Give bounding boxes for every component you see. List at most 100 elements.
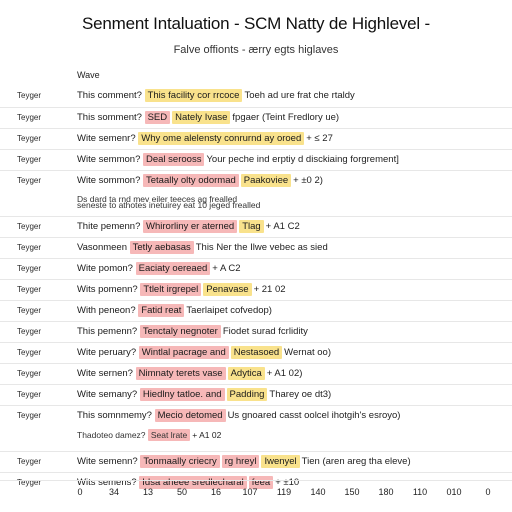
row-prefix: Thite pemenn? xyxy=(77,221,144,232)
row-text: Wite semany? Hiedlny tatloe. and Padding T… xyxy=(77,388,331,401)
axis-tick: 0 xyxy=(77,487,83,497)
row-tag: Teyger xyxy=(17,222,42,231)
sentiment-row: Teyger Wite pomon? Eaciaty oereaed + A C2 xyxy=(0,258,512,279)
sentiment-row: Teyger With peneon? Fatid reat Taerlaipet … xyxy=(0,300,512,321)
axis-tick: 140 xyxy=(310,487,326,497)
highlight-span: Wintlal pacrage and xyxy=(138,346,229,359)
highlight-span: Paakoviee xyxy=(240,174,292,187)
row-rest: + 21 02 xyxy=(253,284,286,295)
row-text: This somment? SED Nately Ivase fpgaer (Tei… xyxy=(77,111,339,124)
highlight-span: Penavase xyxy=(203,283,252,296)
axis-tick: 34 xyxy=(108,487,120,497)
highlight-span: Iwenyel xyxy=(261,455,300,468)
highlight-span: Tlag xyxy=(239,220,264,233)
row-text: Wite peruary? Wintlal pacrage and Nestaso… xyxy=(77,346,331,359)
highlight-span: Seat lrate xyxy=(147,429,191,441)
highlight-span: Idsa aheee sredlecharal xyxy=(139,476,247,489)
sentiment-row: Teyger Wite sernen? Nimnaty terets vase Ad… xyxy=(0,363,512,384)
sentiment-row: Teyger Wite semenn? Tonmaally criecry rg h… xyxy=(0,451,512,472)
row-tag: Teyger xyxy=(17,390,42,399)
row-rest: + A1 02) xyxy=(266,368,303,379)
row-text-line-2: Thadoteo damez? Seat lrate + A1 02 xyxy=(77,429,221,441)
axis-tick: 180 xyxy=(378,487,394,497)
row-prefix: Wite semenr? xyxy=(77,133,139,144)
sentiment-row: Teyger Wits semens? Idsa aheee sredlechar… xyxy=(0,472,512,493)
sentiment-row: Teyger Wite sommon? Tetaally olty odormad… xyxy=(0,170,512,216)
row-prefix: Wite semenn? xyxy=(77,456,141,467)
row-prefix: Wite sernen? xyxy=(77,368,136,379)
highlight-span: Deal serooss xyxy=(143,153,205,166)
sentiment-rows: Teyger This comment? This facility cor rr… xyxy=(0,86,512,493)
row-prefix: This somnmemy? xyxy=(77,410,155,421)
axis-tick: 0 xyxy=(485,487,491,497)
axis: 0 34 13 50 16 107 119 140 150 180 110 010 0 xyxy=(0,480,512,500)
row-tag: Teyger xyxy=(17,411,42,420)
sentiment-row: Teyger This somment? SED Nately Ivase fpgae… xyxy=(0,107,512,128)
row-text: Wits pomenn? Ttlelt irgrepel Penavase + 21… xyxy=(77,283,286,296)
row-line2-rest: + A1 02 xyxy=(192,430,222,440)
axis-tick: 107 xyxy=(242,487,258,497)
highlight-span: Nimnaty terets vase xyxy=(135,367,226,380)
row-rest: + ±10 xyxy=(275,477,300,488)
highlight-span: rg hreyl xyxy=(221,455,260,468)
sentiment-row: Teyger Wite semmon? Deal serooss Your pech… xyxy=(0,149,512,170)
sentiment-row: Teyger Vasonmeen Tetly aebasas This Ner th… xyxy=(0,237,512,258)
highlight-span: Why ome alelensty conrurnd ay oroed xyxy=(138,132,305,145)
highlight-span: Mecio detomed xyxy=(154,409,226,422)
row-tag: Teyger xyxy=(17,176,42,185)
row-rest: Tien (aren areg tha eleve) xyxy=(301,456,411,467)
page-subtitle: Falve offionts - ærry egts higlaves xyxy=(173,44,339,56)
row-prefix: This pemenn? xyxy=(77,326,140,337)
row-rest: Us gnoared casst oolcel ihotgih's esroyo… xyxy=(227,410,401,421)
sentiment-row: Teyger Wits pomenn? Ttlelt irgrepel Penava… xyxy=(0,279,512,300)
sentiment-row: Teyger Wite semenr? Why ome alelensty con… xyxy=(0,128,512,149)
row-text: Wite semenr? Why ome alelensty conrurnd … xyxy=(77,132,333,145)
row-tag: Teyger xyxy=(17,457,42,466)
row-tag: Teyger xyxy=(17,91,42,100)
row-tag: Teyger xyxy=(17,155,42,164)
row-rest: + ±0 2) xyxy=(293,175,323,186)
highlight-span: Hiedlny tatloe. and xyxy=(139,388,225,401)
row-tag: Teyger xyxy=(17,264,42,273)
highlight-span: Whirorliny er aterned xyxy=(143,220,238,233)
row-tag: Teyger xyxy=(17,369,42,378)
row-prefix: With peneon? xyxy=(77,305,139,316)
row-text: Vasonmeen Tetly aebasas This Ner the Ilwe… xyxy=(77,241,328,254)
row-text-line-2: Ds dard ta rnd mev eiler teeces ag freal… xyxy=(77,194,237,204)
row-rest: + ≤ 27 xyxy=(306,133,333,144)
sentiment-row: Teyger Wite semany? Hiedlny tatloe. and Pa… xyxy=(0,384,512,405)
row-rest: + A C2 xyxy=(212,263,241,274)
row-text: With peneon? Fatid reat Taerlaipet cofved… xyxy=(77,304,272,317)
highlight-span: Tetly aebasas xyxy=(129,241,194,254)
row-text: This comment? This facility cor rrcoce To… xyxy=(77,89,355,102)
row-text-line-3: seneste to athotes inetuirey eat 10 jege… xyxy=(77,200,261,210)
highlight-span: Tonmaally criecry xyxy=(140,455,220,468)
row-tag: Teyger xyxy=(17,478,42,487)
highlight-span: Ttlelt irgrepel xyxy=(140,283,202,296)
sentiment-row: Teyger This somnmemy? Mecio detomed Us gno… xyxy=(0,405,512,451)
sentiment-row: Teyger This comment? This facility cor rr… xyxy=(0,86,512,107)
row-rest: + A1 C2 xyxy=(265,221,300,232)
highlight-span: This facility cor rrcoce xyxy=(144,89,243,102)
row-text: This pemenn? Tenctaly negnoter Fiodet sur… xyxy=(77,325,308,338)
highlight-span: Adytica xyxy=(227,367,265,380)
highlight-span: Eaciaty oereaed xyxy=(135,262,211,275)
row-text: Thite pemenn? Whirorliny er aterned Tlag +… xyxy=(77,220,300,233)
row-text: Wite semmon? Deal serooss Your peche ind … xyxy=(77,153,399,166)
axis-tick: 50 xyxy=(176,487,188,497)
axis-tick: 13 xyxy=(142,487,154,497)
row-prefix: Wite semmon? xyxy=(77,154,143,165)
row-tag: Teyger xyxy=(17,113,42,122)
row-rest: Fiodet surad fcrlidity xyxy=(222,326,308,337)
page-title: Senment Intaluation - SCM Natty de Highl… xyxy=(82,14,430,33)
row-text: This somnmemy? Mecio detomed Us gnoared c… xyxy=(77,409,400,422)
row-tag: Teyger xyxy=(17,327,42,336)
row-prefix: Wite peruary? xyxy=(77,347,139,358)
row-rest: fpgaer (Teint Fredlory ue) xyxy=(232,112,340,123)
sentiment-row: Teyger Thite pemenn? Whirorliny er aterne… xyxy=(0,216,512,237)
axis-tick: 110 xyxy=(412,487,428,497)
axis-tick: 16 xyxy=(210,487,222,497)
row-rest: Tharey oe dt3) xyxy=(269,389,332,400)
row-text: Wite pomon? Eaciaty oereaed + A C2 xyxy=(77,262,241,275)
highlight-span: feea xyxy=(248,476,274,489)
